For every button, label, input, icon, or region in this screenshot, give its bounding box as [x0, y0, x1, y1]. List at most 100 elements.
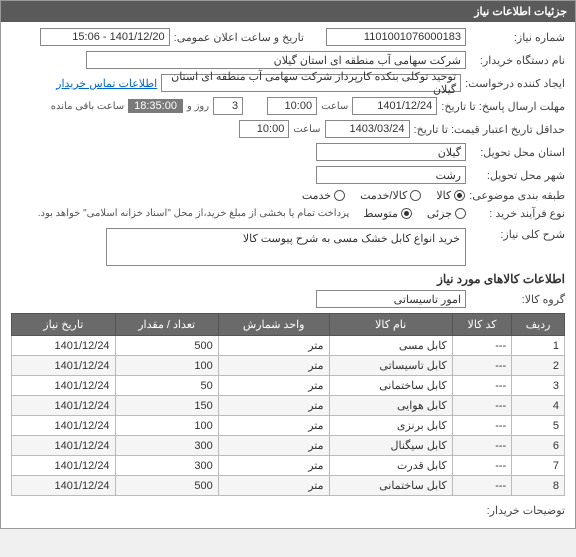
radio-service[interactable]	[334, 190, 345, 201]
table-cell: 1401/12/24	[12, 376, 116, 396]
time-label-1: ساعت	[321, 101, 348, 112]
table-header: واحد شمارش	[218, 314, 329, 336]
buyer-notes-label: توضیحات خریدار:	[470, 504, 565, 517]
requester-label: ایجاد کننده درخواست:	[465, 77, 565, 90]
group-label: گروه کالا:	[470, 293, 565, 306]
table-cell: 150	[115, 396, 218, 416]
table-cell: متر	[218, 356, 329, 376]
radio-service-label: خدمت	[302, 189, 331, 202]
announce-field: 1401/12/20 - 15:06	[40, 28, 170, 46]
table-cell: 2	[512, 356, 565, 376]
table-row: 8---کابل ساختمانیمتر5001401/12/24	[12, 476, 565, 496]
deadline-label: مهلت ارسال پاسخ: تا تاریخ:	[441, 100, 565, 113]
requester-field: توحید توکلی بنکده کارپرداز شرکت سهامی آب…	[161, 74, 461, 92]
table-cell: ---	[452, 396, 511, 416]
table-cell: کابل ساختمانی	[329, 376, 452, 396]
province-label: استان محل تحویل:	[470, 146, 565, 159]
deadline-time-field: 10:00	[267, 97, 317, 115]
radio-goods-service-label: کالا/خدمت	[360, 189, 407, 202]
table-cell: 100	[115, 356, 218, 376]
radio-small-label: جزئی	[427, 207, 452, 220]
table-row: 6---کابل سیگنالمتر3001401/12/24	[12, 436, 565, 456]
table-cell: کابل سیگنال	[329, 436, 452, 456]
table-cell: ---	[452, 476, 511, 496]
table-row: 7---کابل قدرتمتر3001401/12/24	[12, 456, 565, 476]
table-row: 3---کابل ساختمانیمتر501401/12/24	[12, 376, 565, 396]
table-cell: 1401/12/24	[12, 336, 116, 356]
table-cell: 100	[115, 416, 218, 436]
table-header: ردیف	[512, 314, 565, 336]
table-cell: متر	[218, 416, 329, 436]
table-cell: متر	[218, 456, 329, 476]
table-row: 2---کابل تاسیساتیمتر1001401/12/24	[12, 356, 565, 376]
radio-goods-label: کالا	[436, 189, 451, 202]
table-cell: 1401/12/24	[12, 476, 116, 496]
desc-textarea[interactable]: خرید انواع کابل خشک مسی به شرح پیوست کال…	[106, 228, 466, 266]
remaining-label: ساعت باقی مانده	[51, 101, 124, 112]
table-cell: ---	[452, 376, 511, 396]
table-cell: 7	[512, 456, 565, 476]
city-label: شهر محل تحویل:	[470, 169, 565, 182]
table-row: 5---کابل برنزیمتر1001401/12/24	[12, 416, 565, 436]
need-number-label: شماره نیاز:	[470, 31, 565, 44]
table-cell: 1401/12/24	[12, 436, 116, 456]
table-header: نام کالا	[329, 314, 452, 336]
table-cell: ---	[452, 456, 511, 476]
table-cell: 1401/12/24	[12, 456, 116, 476]
panel-header: جزئیات اطلاعات نیاز	[1, 1, 575, 22]
table-cell: 50	[115, 376, 218, 396]
table-cell: کابل مسی	[329, 336, 452, 356]
table-cell: 1401/12/24	[12, 396, 116, 416]
table-cell: 1	[512, 336, 565, 356]
remaining-time-badge: 18:35:00	[128, 99, 183, 113]
table-cell: کابل تاسیساتی	[329, 356, 452, 376]
table-cell: کابل ساختمانی	[329, 476, 452, 496]
city-field: رشت	[316, 166, 466, 184]
desc-label: شرح کلی نیاز:	[470, 228, 565, 241]
process-label: نوع فرآیند خرید :	[470, 207, 565, 220]
table-cell: کابل هوایی	[329, 396, 452, 416]
section-title: اطلاعات کالاهای مورد نیاز	[11, 272, 565, 286]
table-header: تاریخ نیاز	[12, 314, 116, 336]
radio-small[interactable]	[455, 208, 466, 219]
process-radio-group: جزئی متوسط	[363, 207, 466, 220]
day-and-label: روز و	[187, 101, 209, 112]
radio-goods-service[interactable]	[410, 190, 421, 201]
contact-link[interactable]: اطلاعات تماس خریدار	[56, 77, 157, 90]
time-label-2: ساعت	[293, 124, 320, 135]
table-cell: 4	[512, 396, 565, 416]
process-note: پرداخت تمام یا بخشی از مبلغ خرید،از محل …	[38, 208, 350, 219]
buyer-field: شرکت سهامی آب منطقه ای استان گیلان	[86, 51, 466, 69]
table-cell: 3	[512, 376, 565, 396]
table-header: تعداد / مقدار	[115, 314, 218, 336]
table-cell: 5	[512, 416, 565, 436]
radio-medium-label: متوسط	[363, 207, 398, 220]
table-cell: ---	[452, 356, 511, 376]
table-cell: متر	[218, 436, 329, 456]
category-label: طبقه بندی موضوعی:	[469, 189, 565, 202]
validity-label: حداقل تاریخ اعتبار قیمت: تا تاریخ:	[414, 123, 565, 136]
radio-medium[interactable]	[401, 208, 412, 219]
need-number-field: 1101001076000183	[326, 28, 466, 46]
deadline-date-field: 1401/12/24	[352, 97, 437, 115]
table-cell: متر	[218, 376, 329, 396]
items-table: ردیفکد کالانام کالاواحد شمارشتعداد / مقد…	[11, 313, 565, 496]
table-header: کد کالا	[452, 314, 511, 336]
table-cell: متر	[218, 476, 329, 496]
validity-time-field: 10:00	[239, 120, 289, 138]
table-cell: متر	[218, 336, 329, 356]
table-cell: 500	[115, 476, 218, 496]
table-cell: 6	[512, 436, 565, 456]
buyer-label: نام دستگاه خریدار:	[470, 54, 565, 67]
table-cell: ---	[452, 416, 511, 436]
table-row: 1---کابل مسیمتر5001401/12/24	[12, 336, 565, 356]
province-field: گیلان	[316, 143, 466, 161]
table-cell: ---	[452, 336, 511, 356]
validity-date-field: 1403/03/24	[325, 120, 410, 138]
table-cell: 1401/12/24	[12, 356, 116, 376]
category-radio-group: کالا کالا/خدمت خدمت	[302, 189, 465, 202]
table-cell: 1401/12/24	[12, 416, 116, 436]
table-cell: 300	[115, 456, 218, 476]
radio-goods[interactable]	[454, 190, 465, 201]
table-row: 4---کابل هواییمتر1501401/12/24	[12, 396, 565, 416]
